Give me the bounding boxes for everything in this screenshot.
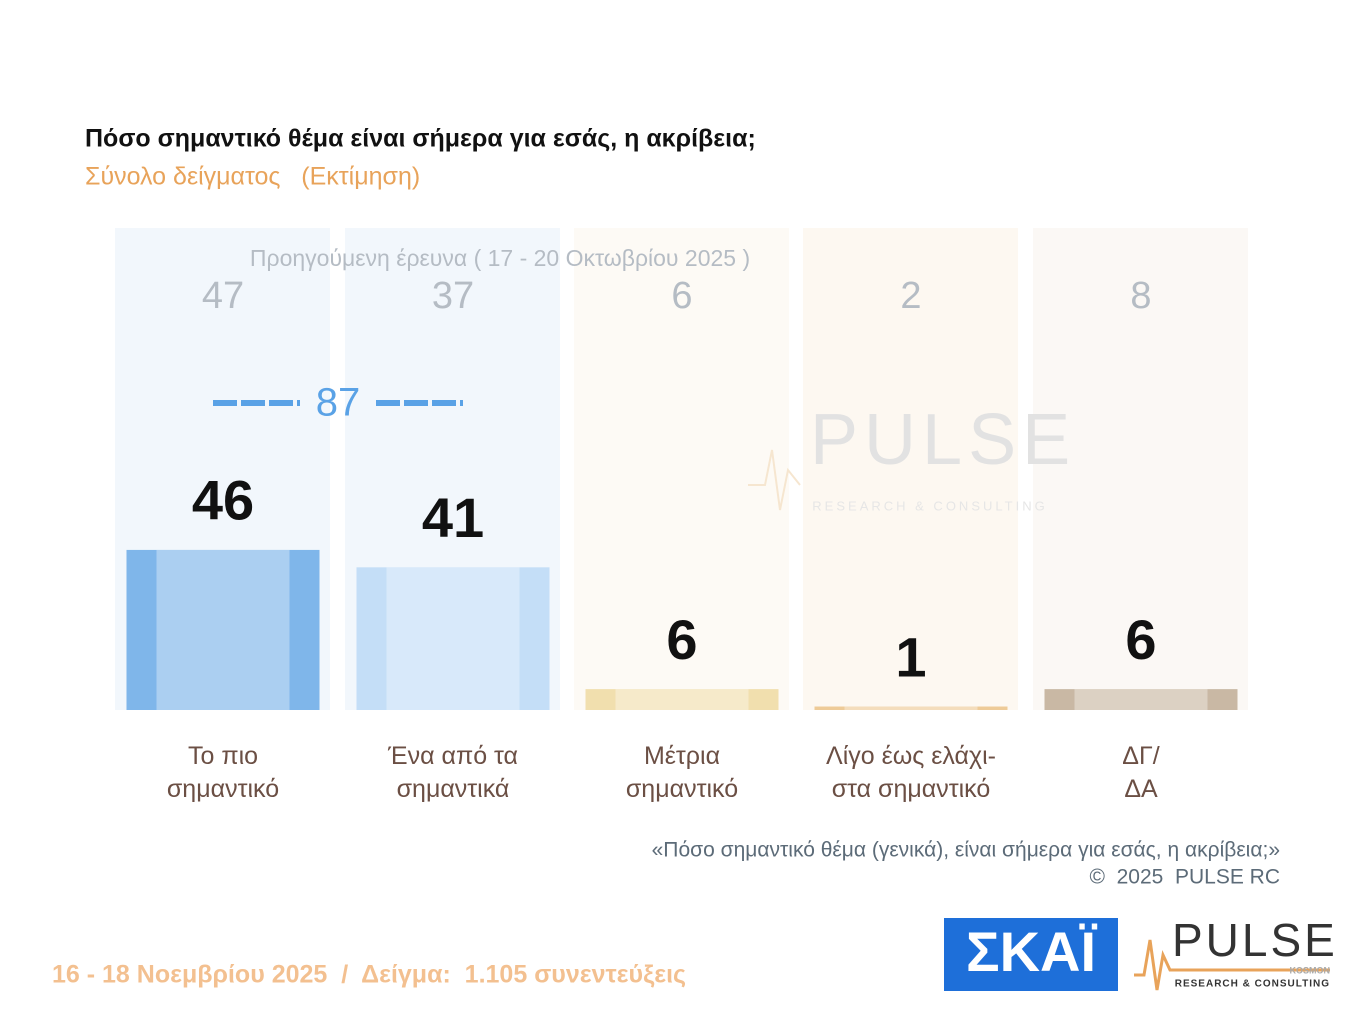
- skai-logo-box: [944, 918, 1118, 991]
- bar-highlight: [844, 706, 978, 710]
- previous-value: 2: [900, 275, 921, 317]
- annotation: 87: [316, 381, 361, 425]
- bar: [814, 706, 1008, 710]
- pulse-logo-tagline: RESEARCH & CONSULTING: [1175, 979, 1330, 990]
- skai-logo: ΣΚΑΪ: [966, 920, 1097, 983]
- category-label: Μέτρια σημαντικό: [625, 742, 739, 803]
- category-label: ΔΓ/ ΔΑ: [1122, 742, 1160, 803]
- chart-subtitle: Σύνολο δείγματος (Εκτίμηση): [85, 163, 420, 191]
- value-label: 46: [192, 469, 254, 532]
- previous-value: 8: [1130, 275, 1151, 317]
- bar: [356, 567, 550, 710]
- category-label: Το πιο σημαντικό: [166, 742, 280, 803]
- column-panel: [1033, 228, 1248, 710]
- pulse-logo-sub: KOSMON: [1290, 965, 1331, 975]
- value-label: 41: [422, 486, 484, 549]
- previous-value: 6: [671, 275, 692, 317]
- copyright: © 2025 PULSE RC: [1089, 866, 1280, 889]
- value-label: 1: [895, 625, 926, 688]
- bar: [126, 549, 320, 710]
- panels: [115, 228, 1248, 710]
- watermark-icon: [748, 449, 801, 511]
- category-label: Ένα από τα σημαντικά: [387, 742, 519, 803]
- bar-highlight: [1074, 689, 1208, 710]
- watermark-brand: PULSE: [810, 400, 1076, 480]
- bar: [1044, 689, 1238, 710]
- chart-title: Πόσο σημαντικό θέμα είναι σήμερα για εσά…: [85, 125, 756, 153]
- column-panel: [574, 228, 789, 710]
- note: «Πόσο σημαντικό θέμα (γενικά), είναι σήμ…: [652, 839, 1280, 862]
- bar-highlight: [615, 689, 749, 710]
- bar-highlight: [386, 567, 520, 710]
- value-label: 6: [666, 608, 697, 671]
- pulse-logo: PULSE: [1172, 914, 1338, 966]
- footer: 16 - 18 Νοεμβρίου 2025 / Δείγμα: 1.105 σ…: [52, 961, 686, 989]
- category-label: Λίγο έως ελάχι- στα σημαντικό: [826, 742, 996, 803]
- previous-value: 47: [202, 275, 244, 317]
- watermark-tagline: RESEARCH & CONSULTING: [812, 498, 1047, 513]
- column-panel: [803, 228, 1018, 710]
- value-label: 6: [1125, 608, 1156, 671]
- previous-value: 37: [432, 275, 474, 317]
- bar-highlight: [156, 549, 290, 710]
- previous-label: Προηγούμενη έρευνα ( 17 - 20 Οκτωβρίου 2…: [250, 245, 750, 271]
- pulse-logo-line: [1134, 939, 1330, 991]
- bar: [585, 689, 779, 710]
